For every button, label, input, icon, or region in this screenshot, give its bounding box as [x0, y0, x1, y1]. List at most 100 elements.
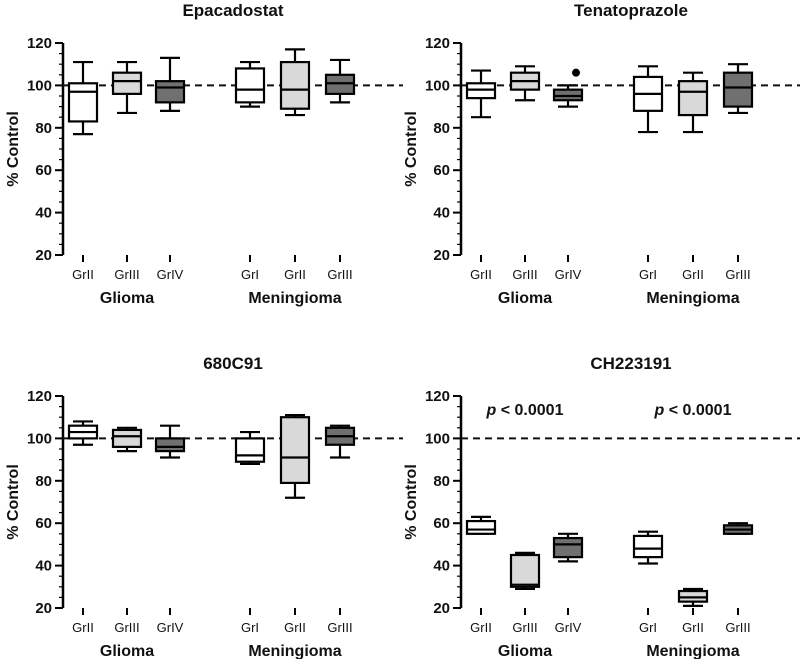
- y-tick-label: 40: [433, 558, 450, 575]
- panel-3: 680C91 % Control 20 40 60 80 100 120 GrII GrIII Gr…: [5, 354, 403, 659]
- group-label-meningioma: Meningioma: [248, 643, 341, 659]
- y-tick-label: 60: [433, 162, 450, 179]
- p-value-annotation: p < 0.0001: [654, 402, 732, 419]
- box-iqr: [279, 416, 311, 485]
- x-tick-label: GrII: [72, 620, 94, 635]
- box-2: [111, 60, 143, 115]
- p-symbol: p: [654, 402, 665, 419]
- y-tick-label: 100: [425, 430, 450, 447]
- y-tick-label: 60: [35, 162, 52, 179]
- box-iqr: [509, 553, 541, 588]
- box-6: [722, 522, 754, 535]
- x-tick-label: GrIII: [114, 267, 139, 282]
- box-iqr: [632, 534, 664, 559]
- group-label-glioma: Glioma: [498, 290, 552, 307]
- x-tick-label: GrIV: [157, 620, 184, 635]
- x-tick-label: GrII: [284, 620, 306, 635]
- x-tick-label: GrIII: [512, 267, 537, 282]
- box-iqr: [722, 71, 754, 108]
- y-tick-label: 60: [433, 515, 450, 532]
- y-tick-label: 120: [27, 388, 52, 405]
- box-iqr: [111, 428, 143, 448]
- box-3: [552, 84, 584, 108]
- box-iqr: [677, 80, 709, 117]
- panel-4: CH223191 % Control 20 40 60 80 100 120 GrII GrIII…: [403, 354, 800, 659]
- x-tick-label: GrII: [682, 620, 704, 635]
- box-iqr: [67, 82, 99, 123]
- x-tick-label: GrIII: [327, 620, 352, 635]
- box-4: [632, 530, 664, 565]
- y-tick-label: 80: [433, 473, 450, 490]
- group-label-glioma: Glioma: [498, 643, 552, 659]
- box-6: [324, 58, 356, 104]
- box-2: [509, 551, 541, 591]
- box-6: [324, 424, 356, 459]
- box-4: [234, 430, 266, 465]
- y-axis-label: % Control: [5, 464, 22, 540]
- x-tick-label: GrIV: [555, 620, 582, 635]
- box-4: [632, 65, 664, 134]
- y-tick-label: 100: [27, 430, 52, 447]
- box-1: [465, 69, 497, 119]
- box-6: [722, 63, 754, 115]
- y-axis-label: % Control: [403, 464, 420, 540]
- chart-title: CH223191: [590, 354, 671, 373]
- group-label-glioma: Glioma: [100, 643, 154, 659]
- group-label-meningioma: Meningioma: [248, 290, 341, 307]
- p-value-text: < 0.0001: [664, 402, 731, 419]
- panel-1: Epacadostat % Control 20 40 60 80 100 120 GrII Gr…: [5, 1, 403, 307]
- box-iqr: [279, 60, 311, 110]
- chart-title: 680C91: [203, 354, 263, 373]
- chart-title: Tenatoprazole: [574, 1, 688, 20]
- p-symbol: p: [486, 402, 497, 419]
- box-5: [279, 413, 311, 499]
- y-tick-label: 20: [35, 247, 52, 264]
- x-tick-label: GrI: [639, 267, 657, 282]
- box-iqr: [154, 80, 186, 104]
- y-tick-label: 120: [425, 35, 450, 52]
- x-tick-label: GrI: [639, 620, 657, 635]
- x-tick-label: GrIV: [555, 267, 582, 282]
- box-iqr: [234, 67, 266, 104]
- box-iqr: [234, 437, 266, 463]
- x-tick-label: GrII: [682, 267, 704, 282]
- x-tick-label: GrII: [470, 267, 492, 282]
- y-axis-label: % Control: [403, 111, 420, 187]
- y-tick-label: 20: [433, 600, 450, 617]
- x-tick-label: GrIII: [114, 620, 139, 635]
- box-iqr: [465, 519, 497, 535]
- box-5: [677, 587, 709, 607]
- x-tick-label: GrII: [72, 267, 94, 282]
- y-tick-label: 40: [433, 205, 450, 222]
- y-tick-label: 100: [27, 77, 52, 94]
- y-tick-label: 80: [35, 473, 52, 490]
- chart-title: Epacadostat: [182, 1, 283, 20]
- box-1: [465, 515, 497, 535]
- box-1: [67, 420, 99, 446]
- x-tick-label: GrIII: [327, 267, 352, 282]
- group-label-glioma: Glioma: [100, 290, 154, 307]
- p-value-text: < 0.0001: [496, 402, 563, 419]
- x-tick-label: GrIII: [512, 620, 537, 635]
- box-iqr: [552, 536, 584, 559]
- p-value-annotation: p < 0.0001: [486, 402, 564, 419]
- outlier-point: [572, 68, 580, 77]
- group-label-meningioma: Meningioma: [646, 290, 739, 307]
- y-tick-label: 80: [35, 120, 52, 137]
- y-tick-label: 120: [27, 35, 52, 52]
- y-axis-label: % Control: [5, 111, 22, 187]
- x-tick-label: GrIII: [725, 267, 750, 282]
- x-tick-label: GrI: [241, 620, 259, 635]
- y-tick-label: 20: [433, 247, 450, 264]
- x-tick-label: GrIII: [725, 620, 750, 635]
- box-1: [67, 60, 99, 136]
- y-tick-label: 100: [425, 77, 450, 94]
- box-3: [154, 56, 186, 112]
- y-tick-label: 20: [35, 600, 52, 617]
- box-3: [552, 532, 584, 563]
- y-tick-label: 40: [35, 558, 52, 575]
- box-2: [111, 426, 143, 453]
- panel-2: Tenatoprazole % Control 20 40 60 80 100 120 GrII…: [403, 1, 800, 307]
- x-tick-label: GrI: [241, 267, 259, 282]
